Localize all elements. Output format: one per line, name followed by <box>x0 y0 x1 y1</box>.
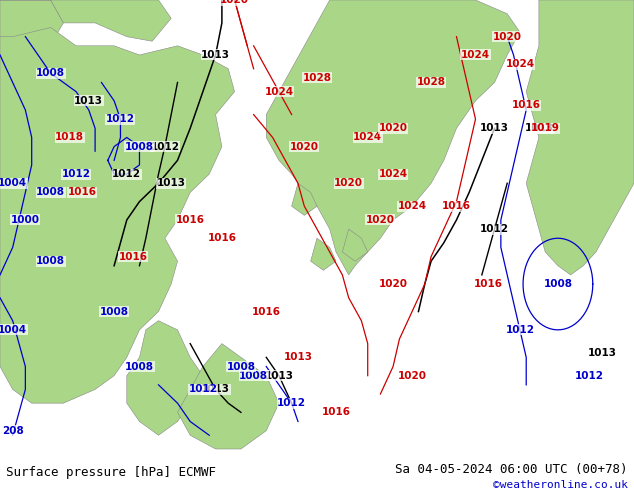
Text: 1028: 1028 <box>302 73 332 83</box>
Text: 1024: 1024 <box>398 201 427 211</box>
Text: 1000: 1000 <box>11 215 40 225</box>
Text: ©weatheronline.co.uk: ©weatheronline.co.uk <box>493 480 628 490</box>
Polygon shape <box>526 0 634 275</box>
Text: 1016: 1016 <box>442 201 471 211</box>
Text: Sa 04-05-2024 06:00 UTC (00+78): Sa 04-05-2024 06:00 UTC (00+78) <box>395 463 628 476</box>
Text: 1012: 1012 <box>505 325 534 335</box>
Text: 1008: 1008 <box>100 307 129 317</box>
Text: 1008: 1008 <box>226 362 256 371</box>
Text: 1012: 1012 <box>61 169 91 179</box>
Text: 1016: 1016 <box>176 215 205 225</box>
Text: 1012: 1012 <box>150 142 179 151</box>
Text: 1012: 1012 <box>277 398 306 408</box>
Polygon shape <box>0 27 235 403</box>
Text: 1013: 1013 <box>588 348 617 358</box>
Polygon shape <box>178 343 279 449</box>
Text: 1004: 1004 <box>0 325 27 335</box>
Text: 1020: 1020 <box>290 142 319 151</box>
Text: 1016: 1016 <box>474 279 503 289</box>
Text: 1020: 1020 <box>334 178 363 188</box>
Text: 1013: 1013 <box>201 385 230 394</box>
Text: 1016: 1016 <box>119 251 148 262</box>
Text: 1020: 1020 <box>493 32 522 42</box>
Text: 1008: 1008 <box>239 370 268 381</box>
Text: 1013: 1013 <box>524 123 553 133</box>
Text: 1008: 1008 <box>36 68 65 78</box>
Text: 1012: 1012 <box>112 169 141 179</box>
Polygon shape <box>0 0 171 41</box>
Text: 1008: 1008 <box>36 187 65 197</box>
Text: 1013: 1013 <box>157 178 186 188</box>
Text: 1008: 1008 <box>543 279 573 289</box>
Text: 1028: 1028 <box>417 77 446 88</box>
Text: 1008: 1008 <box>36 256 65 266</box>
Text: 1012: 1012 <box>575 370 604 381</box>
Text: 1016: 1016 <box>512 100 541 110</box>
Text: 1019: 1019 <box>531 123 560 133</box>
Text: 1013: 1013 <box>480 123 509 133</box>
Polygon shape <box>127 321 203 435</box>
Text: 1013: 1013 <box>283 352 313 363</box>
Text: 1020: 1020 <box>378 279 408 289</box>
Text: 1008: 1008 <box>125 142 154 151</box>
Polygon shape <box>266 0 520 275</box>
Text: 1020: 1020 <box>366 215 395 225</box>
Text: 1016: 1016 <box>68 187 97 197</box>
Text: 1020: 1020 <box>378 123 408 133</box>
Text: 1016: 1016 <box>207 233 236 243</box>
Text: 1024: 1024 <box>378 169 408 179</box>
Text: 208: 208 <box>2 426 23 436</box>
Text: 1016: 1016 <box>252 307 281 317</box>
Polygon shape <box>292 183 317 215</box>
Text: 1013: 1013 <box>201 50 230 60</box>
Text: 1012: 1012 <box>480 224 509 234</box>
Text: 1024: 1024 <box>353 132 382 143</box>
Text: 1020: 1020 <box>220 0 249 5</box>
Polygon shape <box>0 0 63 128</box>
Text: 1024: 1024 <box>264 87 294 97</box>
Text: 1016: 1016 <box>321 407 351 417</box>
Text: 1020: 1020 <box>398 370 427 381</box>
Text: 1012: 1012 <box>106 114 135 124</box>
Polygon shape <box>311 238 336 270</box>
Text: 1018: 1018 <box>55 132 84 143</box>
Text: 1024: 1024 <box>461 50 490 60</box>
Text: 1013: 1013 <box>264 370 294 381</box>
Text: Surface pressure [hPa] ECMWF: Surface pressure [hPa] ECMWF <box>6 466 216 479</box>
Text: 1012: 1012 <box>188 385 217 394</box>
Text: 1008: 1008 <box>125 362 154 371</box>
Text: 1004: 1004 <box>0 178 27 188</box>
Text: 1013: 1013 <box>74 96 103 106</box>
Text: 1024: 1024 <box>505 59 534 69</box>
Polygon shape <box>342 229 368 261</box>
